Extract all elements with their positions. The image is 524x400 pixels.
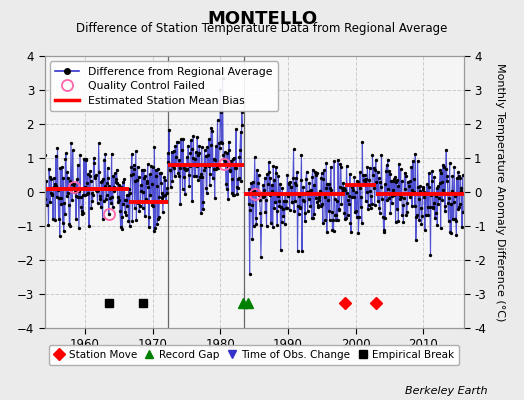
Text: Berkeley Earth: Berkeley Earth: [405, 386, 487, 396]
Legend: Station Move, Record Gap, Time of Obs. Change, Empirical Break: Station Move, Record Gap, Time of Obs. C…: [49, 344, 460, 365]
Y-axis label: Monthly Temperature Anomaly Difference (°C): Monthly Temperature Anomaly Difference (…: [496, 63, 506, 321]
Text: MONTELLO: MONTELLO: [207, 10, 317, 28]
Text: Difference of Station Temperature Data from Regional Average: Difference of Station Temperature Data f…: [77, 22, 447, 35]
